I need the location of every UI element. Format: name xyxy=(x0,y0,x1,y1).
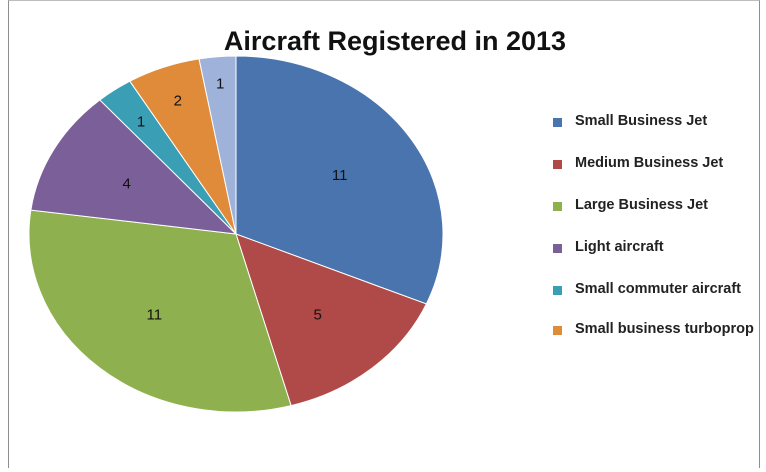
legend-label: Light aircraft xyxy=(575,239,664,255)
legend-swatch xyxy=(553,118,562,127)
legend-label: Small business turboprop xyxy=(575,321,754,337)
data-label: 1 xyxy=(137,114,145,131)
data-label: 2 xyxy=(174,93,182,110)
pie-slice xyxy=(28,209,292,413)
legend-label: Small Business Jet xyxy=(575,113,708,129)
legend-swatch xyxy=(553,160,562,169)
legend: Small Business Jet Medium Business Jet L… xyxy=(553,113,758,338)
data-label: 11 xyxy=(332,167,348,184)
legend-item-medium-business-jet: Medium Business Jet xyxy=(553,155,758,197)
pie-slice xyxy=(198,55,237,235)
legend-item-small-business-turboprop: Small business turboprop xyxy=(553,321,758,338)
legend-item-light-aircraft: Light aircraft xyxy=(553,239,758,281)
legend-swatch xyxy=(553,286,562,295)
legend-label: Small commuter aircraft xyxy=(575,281,742,297)
legend-item-small-commuter-aircraft: Small commuter aircraft xyxy=(553,281,758,321)
pie-slice xyxy=(235,55,444,305)
legend-item-large-business-jet: Large Business Jet xyxy=(553,197,758,239)
chart-title: Aircraft Registered in 2013 xyxy=(223,26,567,56)
legend-label: Large Business Jet xyxy=(575,197,708,213)
data-label: 11 xyxy=(146,306,162,323)
legend-label: Medium Business Jet xyxy=(575,155,724,171)
legend-swatch xyxy=(553,202,562,211)
pie-slice xyxy=(235,233,428,407)
legend-swatch xyxy=(553,244,562,253)
data-label: 5 xyxy=(314,306,322,323)
legend-item-small-business-jet: Small Business Jet xyxy=(553,113,758,155)
data-label: 1 xyxy=(216,75,224,92)
pie-slice xyxy=(30,99,238,235)
data-label: 4 xyxy=(122,175,130,192)
legend-swatch xyxy=(553,326,562,335)
